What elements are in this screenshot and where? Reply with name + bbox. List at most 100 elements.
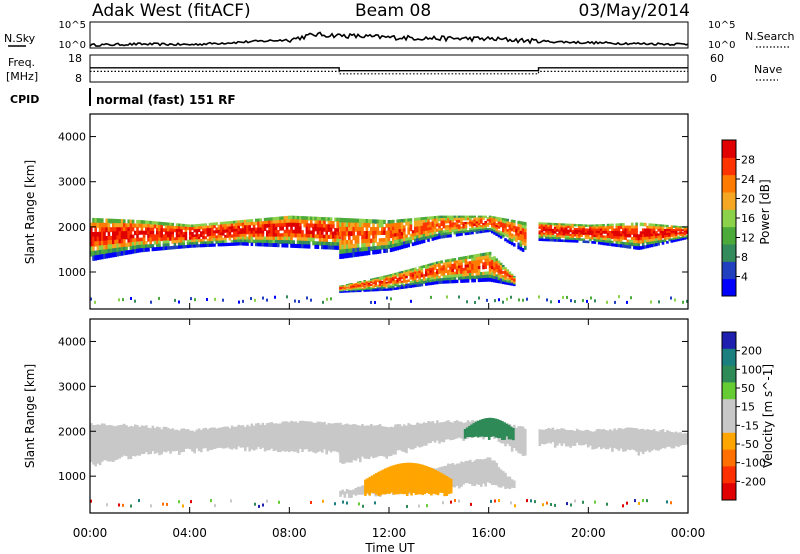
power-cell	[551, 235, 555, 238]
power-clutter	[242, 299, 244, 303]
power-cell	[431, 221, 435, 225]
power-cell	[433, 221, 437, 225]
power-cell	[348, 289, 351, 291]
power-cell	[591, 241, 594, 244]
power-cell	[674, 237, 678, 240]
power-cell	[608, 226, 612, 230]
velocity-clutter	[646, 499, 648, 503]
power-cell	[486, 277, 490, 282]
power-cell	[663, 224, 667, 228]
power-cell	[392, 230, 395, 235]
power-cell	[387, 288, 391, 291]
power-cell	[403, 225, 406, 230]
power-cell	[279, 233, 282, 238]
power-cell	[442, 280, 446, 284]
noise-frame	[89, 21, 689, 49]
power-cell	[668, 227, 671, 230]
power-cell	[589, 238, 592, 242]
power-cell	[411, 280, 415, 284]
power-cell	[584, 232, 588, 236]
power-cell	[239, 222, 243, 227]
power-cell	[422, 234, 426, 238]
power-cell	[374, 283, 377, 286]
velocity-cell	[182, 428, 185, 452]
power-cell	[125, 242, 128, 248]
velocity-cell	[388, 466, 391, 494]
power-cell	[145, 247, 148, 252]
power-cell	[455, 222, 459, 226]
power-cell	[367, 250, 371, 256]
power-cell	[244, 222, 247, 226]
velocity-cell	[491, 460, 494, 485]
power-cell	[367, 230, 371, 236]
power-cell	[477, 266, 481, 270]
power-cell	[422, 219, 426, 224]
velocity-clutter	[670, 501, 672, 505]
power-cell	[429, 279, 432, 283]
velocity-cell	[250, 423, 254, 450]
power-cell	[389, 279, 393, 282]
velocity-cell	[361, 485, 364, 495]
power-cell	[464, 258, 468, 263]
power-cell	[491, 269, 494, 273]
power-cell	[255, 236, 258, 241]
power-cell	[617, 244, 621, 248]
power-cell	[438, 278, 441, 282]
power-cell	[449, 261, 452, 265]
power-cell	[149, 220, 152, 225]
velocity-cell	[356, 486, 360, 495]
power-cell	[370, 227, 373, 232]
velocity-cell	[434, 470, 438, 495]
power-cell	[422, 225, 426, 229]
power-cell	[105, 253, 108, 259]
power-cell	[175, 226, 179, 230]
velocity-cell	[403, 462, 407, 495]
power-cell	[365, 246, 369, 252]
power-clutter	[650, 300, 652, 304]
power-cell	[681, 235, 685, 238]
power-cell	[261, 224, 265, 228]
power-cell	[107, 218, 111, 224]
power-cell	[608, 230, 612, 234]
power-cell	[679, 232, 682, 235]
power-cell	[436, 271, 439, 275]
power-cell	[558, 227, 561, 230]
power-cell	[272, 230, 276, 234]
power-cell	[365, 283, 369, 286]
power-cell	[261, 227, 265, 232]
power-cell	[200, 233, 203, 238]
velocity-clutter	[606, 502, 608, 506]
power-cell	[261, 242, 265, 247]
power-cell	[299, 219, 302, 224]
power-cell	[484, 258, 487, 263]
power-cell	[573, 227, 577, 231]
power-cell	[354, 247, 358, 253]
power-colorbar-tick-label: 28	[741, 154, 755, 167]
power-cell	[206, 233, 210, 237]
velocity-colorbar-cell	[722, 466, 736, 484]
power-cell	[250, 233, 254, 238]
power-cell	[493, 230, 496, 233]
power-cell	[235, 239, 238, 243]
power-cell	[363, 288, 366, 291]
power-cell	[542, 226, 546, 230]
power-cell	[296, 219, 300, 224]
power-cell	[147, 230, 150, 235]
velocity-clutter	[254, 502, 256, 506]
power-cell	[217, 232, 221, 236]
power-cell	[455, 233, 459, 237]
power-cell	[484, 255, 487, 260]
power-cell	[420, 270, 424, 273]
power-cell	[283, 240, 287, 245]
power-cell	[387, 227, 391, 232]
power-cell	[120, 247, 124, 252]
power-cell	[208, 241, 212, 245]
power-cell	[403, 270, 406, 273]
power-cell	[112, 231, 115, 237]
power-cell	[488, 220, 492, 224]
power-cell	[449, 220, 452, 224]
power-cell	[608, 223, 612, 227]
power-cell	[237, 225, 240, 230]
power-cell	[567, 231, 570, 235]
velocity-cell	[425, 466, 429, 493]
